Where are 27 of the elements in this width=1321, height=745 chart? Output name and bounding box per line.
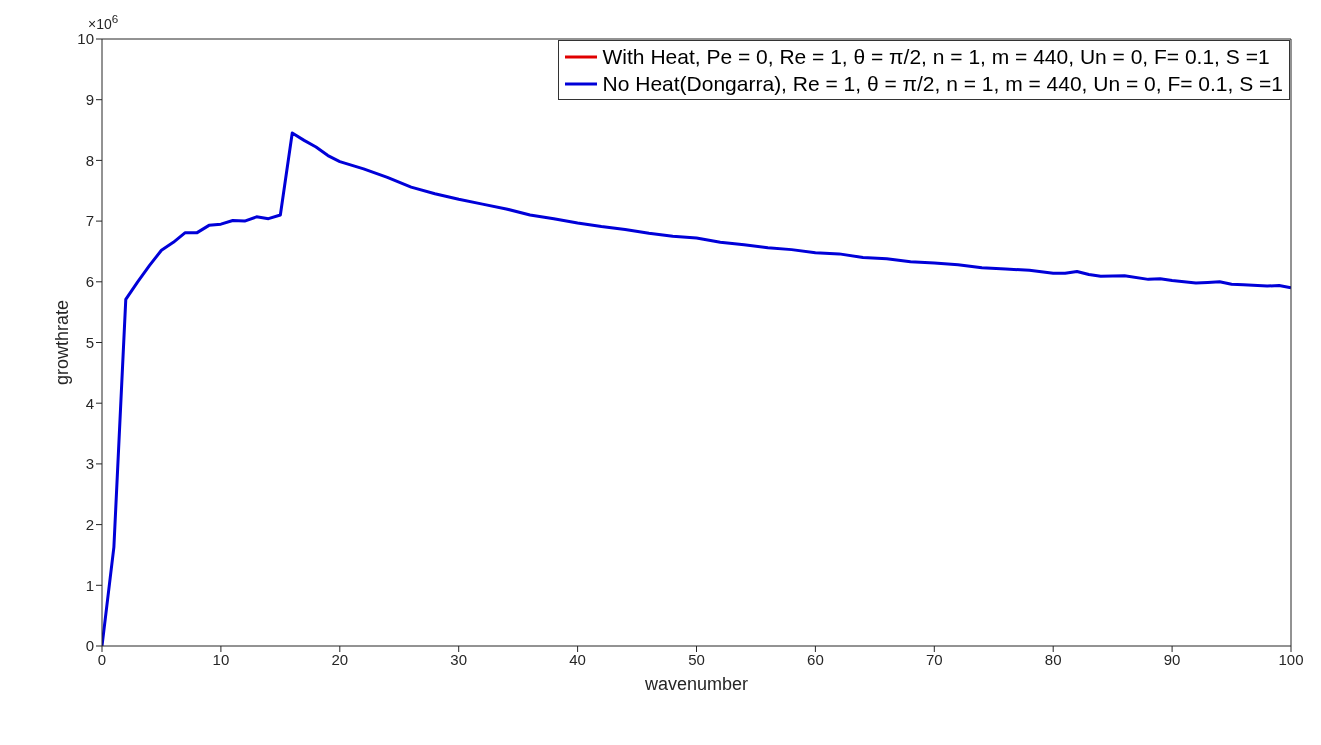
legend-label: With Heat, Pe = 0, Re = 1, θ = π/2, n = 1, m = 440, Un = 0, F= 0.1, S =1 [602, 44, 1270, 70]
x-tick-label: 40 [569, 650, 586, 668]
x-tick-label: 0 [97, 650, 107, 668]
x-tick-label: 90 [1163, 650, 1181, 668]
x-tick-label: 20 [331, 650, 349, 668]
y-tick-label: 5 [85, 333, 94, 351]
y-tick-label: 10 [77, 30, 94, 48]
y-tick-label: 1 [85, 576, 94, 594]
y-axis-title: growthrate [52, 299, 73, 386]
y-tick-label: 3 [85, 455, 94, 473]
y-tick-label: 7 [85, 212, 94, 230]
x-axis-title: wavenumber [643, 674, 749, 694]
y-tick-label: 2 [85, 515, 94, 533]
x-tick-label: 80 [1044, 650, 1062, 668]
legend-label: No Heat(Dongarra), Re = 1, θ = π/2, n = 1, m = 440, Un = 0, F= 0.1, S =1 [602, 71, 1283, 97]
y-tick-label: 0 [85, 637, 94, 655]
x-tick-label: 30 [450, 650, 468, 668]
y-tick-label: 8 [85, 151, 94, 169]
x-tick-label: 10 [212, 650, 230, 668]
y-tick-label: 4 [85, 394, 94, 412]
x-tick-label: 50 [688, 650, 705, 668]
text: ×10$^{6}$ [88, 12, 119, 32]
y-tick-label: 6 [85, 273, 94, 291]
x-tick-label: 70 [925, 650, 943, 668]
x-tick-label: 100 [1278, 650, 1304, 668]
x-tick-label: 60 [807, 650, 824, 668]
y-tick-label: 9 [85, 91, 94, 109]
